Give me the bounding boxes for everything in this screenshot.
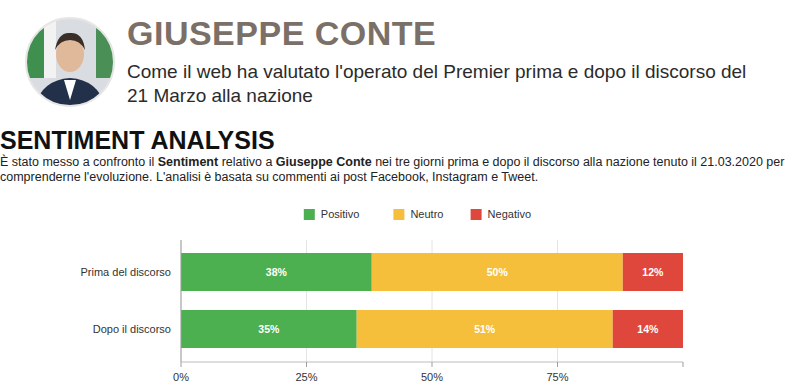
data-label: 12%	[642, 266, 664, 278]
axis-line	[181, 240, 182, 362]
avatar-border	[26, 18, 114, 106]
flag-white	[44, 18, 56, 78]
tick-label: 50%	[421, 371, 443, 383]
data-label: 38%	[266, 266, 288, 278]
data-label: 51%	[474, 323, 496, 335]
legend-label: Positivo	[321, 208, 360, 220]
tick	[306, 362, 307, 367]
avatar-shirt	[64, 80, 76, 100]
bar	[372, 253, 623, 291]
category-label: Dopo il discorso	[93, 323, 171, 335]
legend-swatch	[304, 209, 315, 220]
tick-label: 75%	[546, 371, 568, 383]
tick-label: 0%	[173, 371, 189, 383]
section-title: SENTIMENT ANALYSIS	[0, 126, 275, 155]
bar	[181, 253, 372, 291]
tick-label: 25%	[295, 371, 317, 383]
tick	[557, 362, 558, 367]
description: È stato messo a confronto il Sentiment r…	[0, 155, 790, 185]
bar	[181, 310, 357, 348]
subtitle: Come il web ha valutato l'operato del Pr…	[127, 60, 757, 108]
title: GIUSEPPE CONTE	[127, 14, 436, 53]
legend-swatch	[471, 209, 482, 220]
grid-line	[181, 240, 182, 362]
axis-end	[683, 362, 684, 367]
bar	[357, 310, 613, 348]
legend: Positivo Neutro Negativo	[304, 208, 531, 220]
legend-swatch	[393, 209, 404, 220]
legend-label: Neutro	[410, 208, 443, 220]
description-part: Giuseppe Conte	[276, 155, 372, 169]
chart: 38% 50% 12% 35% 51% 14% 0% 25% 50% 75% Prima del d…	[0, 0, 800, 392]
avatar-hair	[55, 33, 85, 50]
description-part: È stato messo a confronto il	[0, 155, 158, 169]
data-label: 35%	[258, 323, 280, 335]
data-label: 50%	[487, 266, 509, 278]
data-label: 14%	[637, 323, 659, 335]
tick	[181, 362, 182, 367]
bar	[623, 253, 683, 291]
tick	[432, 362, 433, 367]
description-part: Sentiment	[158, 155, 218, 169]
description-part: relativo a	[218, 155, 276, 169]
bar	[613, 310, 683, 348]
category-label: Prima del discorso	[81, 266, 171, 278]
legend-label: Negativo	[488, 208, 531, 220]
avatar-bg	[26, 18, 114, 106]
data-labels: 38% 50% 12% 35% 51% 14%	[258, 266, 664, 335]
bars	[181, 253, 683, 348]
avatar	[26, 18, 114, 110]
